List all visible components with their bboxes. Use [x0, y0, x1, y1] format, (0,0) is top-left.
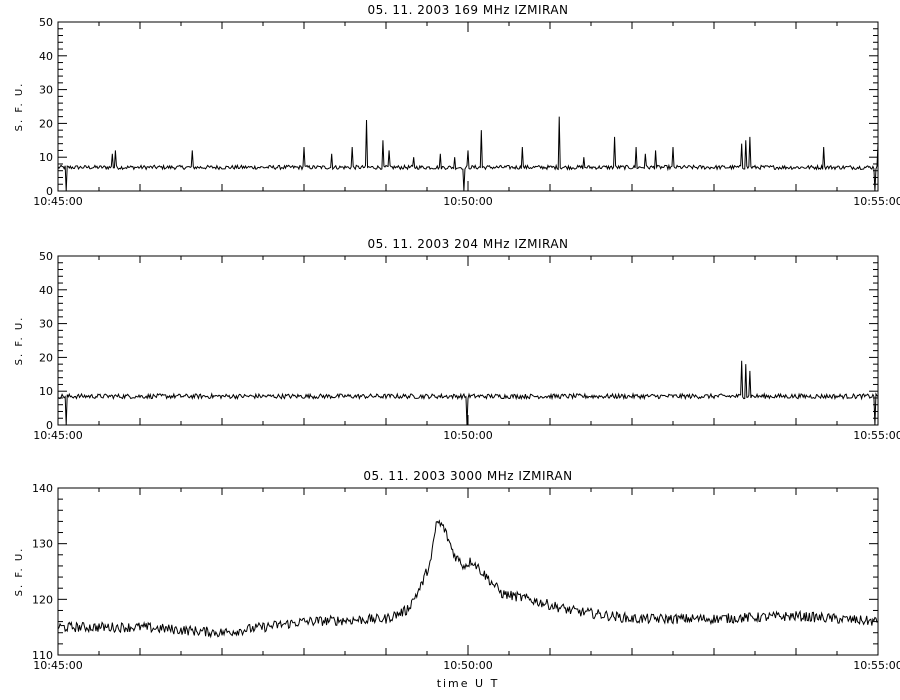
y-tick-label: 130: [32, 538, 53, 551]
y-tick-label: 50: [39, 250, 53, 263]
y-tick-label: 0: [46, 185, 53, 198]
y-tick-label: 110: [32, 649, 53, 662]
x-tick-label: 10:45:00: [33, 429, 82, 442]
chart-panel-1: 05. 11. 2003 169 MHz IZMIRAN S. F. U. 0 10 2…: [14, 3, 900, 208]
chart-title: 05. 11. 2003 204 MHz IZMIRAN: [367, 237, 568, 251]
y-tick-label: 50: [39, 16, 53, 29]
x-tick-label: 10:45:00: [33, 659, 82, 672]
x-axis-label: time U T: [437, 677, 500, 690]
x-tick-label: 10:50:00: [443, 429, 492, 442]
y-tick-label: 0: [46, 419, 53, 432]
x-tick-label: 10:55:00: [853, 429, 900, 442]
y-axis-label: S. F. U.: [14, 547, 25, 597]
chart-panel-2: 05. 11. 2003 204 MHz IZMIRAN S. F. U. 0 10 2…: [14, 237, 900, 442]
x-tick-label: 10:55:00: [853, 195, 900, 208]
chart-title: 05. 11. 2003 169 MHz IZMIRAN: [367, 3, 568, 17]
series-line: [57, 360, 879, 426]
y-tick-label: 120: [32, 593, 53, 606]
y-tick-label: 20: [39, 117, 53, 130]
y-tick-label: 10: [39, 151, 53, 164]
x-tick-label: 10:45:00: [33, 195, 82, 208]
y-axis-label: S. F. U.: [14, 82, 25, 132]
x-tick-label: 10:50:00: [443, 659, 492, 672]
y-tick-label: 10: [39, 385, 53, 398]
y-tick-label: 40: [39, 284, 53, 297]
y-tick-label: 20: [39, 351, 53, 364]
chart-title: 05. 11. 2003 3000 MHz IZMIRAN: [363, 469, 572, 483]
y-tick-label: 140: [32, 482, 53, 495]
series-line: [57, 116, 879, 192]
chart-panel-3: 05. 11. 2003 3000 MHz IZMIRAN S. F. U. tim…: [14, 469, 900, 690]
y-axis-label: S. F. U.: [14, 316, 25, 366]
y-tick-label: 40: [39, 50, 53, 63]
y-tick-label: 30: [39, 318, 53, 331]
x-tick-label: 10:55:00: [853, 659, 900, 672]
x-tick-label: 10:50:00: [443, 195, 492, 208]
series-line: [57, 519, 879, 639]
y-tick-label: 30: [39, 84, 53, 97]
